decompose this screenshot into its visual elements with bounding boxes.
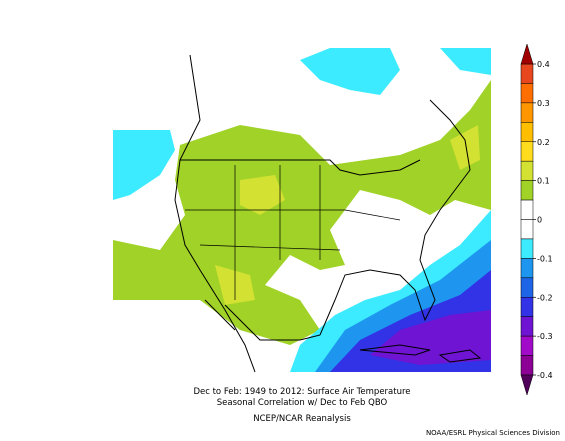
green-area <box>113 80 491 345</box>
colorbar-tick-label: 0.4 <box>537 60 550 69</box>
islands <box>359 344 482 363</box>
coastline <box>174 54 471 373</box>
colorbar-tick-label: -0.3 <box>537 332 553 341</box>
colorbar-band <box>520 180 534 201</box>
colorbar-band <box>520 219 534 240</box>
colorbar-tick-label: 0.3 <box>537 99 550 108</box>
colorbar-tick-label: 0.1 <box>537 177 550 186</box>
colorbar-band <box>520 83 534 104</box>
colorbar-band <box>520 335 534 356</box>
colorbar-under <box>520 374 534 396</box>
colorbar-tick-label: -0.1 <box>537 254 553 263</box>
cyan-area <box>113 130 175 200</box>
colorbar-band <box>520 258 534 279</box>
colorbar-tick-label: -0.4 <box>537 371 553 380</box>
colorbar-band <box>520 316 534 337</box>
colorbar-tick-label: 0 <box>537 216 542 225</box>
colorbar-over <box>520 43 534 65</box>
colorbar-tick-label: 0.2 <box>537 138 550 147</box>
title-line: Dec to Feb: 1949 to 2012: Surface Air Te… <box>193 387 410 397</box>
credit: NOAA/ESRL Physical Sciences Division <box>426 429 560 437</box>
yellow-area <box>240 175 285 215</box>
colorbar-band <box>520 160 534 181</box>
title-line: Seasonal Correlation w/ Dec to Feb QBO <box>217 398 388 408</box>
colorbar-band <box>520 199 534 220</box>
colorbar-band <box>520 102 534 123</box>
map <box>113 48 491 373</box>
state-borders <box>185 165 401 300</box>
colorbar-tick-label: -0.2 <box>537 293 553 302</box>
colorbar-band <box>520 63 534 84</box>
colorbar: 0.4 0.3 0.2 0.1 0 -0.1 -0.2 -0.3 -0.4 <box>520 43 553 396</box>
colorbar-band <box>520 141 534 162</box>
colorbar-band <box>520 122 534 142</box>
colorbar-band <box>520 355 534 376</box>
yellow-area <box>450 125 480 170</box>
cyan-area <box>440 48 491 75</box>
colorbar-band <box>520 297 534 317</box>
source: NCEP/NCAR Reanalysis <box>253 414 351 424</box>
colorbar-band <box>520 277 534 298</box>
colorbar-band <box>520 238 534 259</box>
cyan-area <box>300 48 400 95</box>
